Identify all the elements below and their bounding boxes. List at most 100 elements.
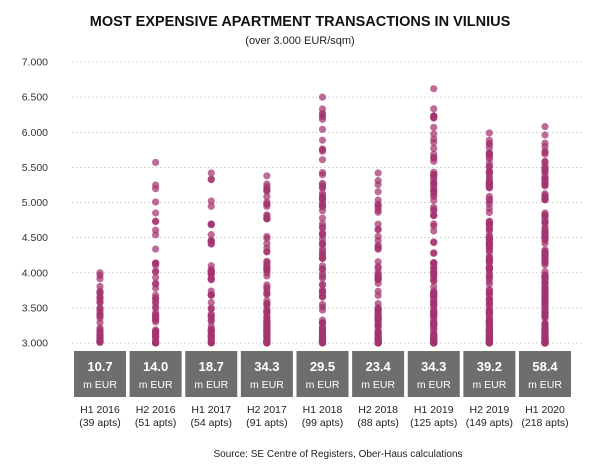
- x-tick-label: H2 2016: [136, 404, 176, 416]
- data-point: [263, 180, 271, 188]
- data-point: [430, 85, 438, 93]
- data-point: [430, 138, 438, 147]
- data-point: [541, 319, 549, 328]
- chart-title: MOST EXPENSIVE APARTMENT TRANSACTIONS IN…: [90, 14, 511, 30]
- data-point: [207, 202, 215, 210]
- data-point: [485, 168, 493, 176]
- data-point: [207, 175, 215, 183]
- x-tick-label: H1 2019: [414, 404, 454, 416]
- data-point: [96, 289, 104, 297]
- total-box: [74, 351, 126, 397]
- data-point: [430, 249, 438, 257]
- data-point: [541, 273, 549, 281]
- data-point: [374, 291, 382, 299]
- data-point: [318, 156, 327, 164]
- data-point: [96, 305, 104, 313]
- data-point: [318, 280, 327, 288]
- data-point: [263, 272, 271, 280]
- y-tick-label: 4.000: [22, 267, 48, 279]
- total-box: [185, 351, 238, 397]
- data-point: [541, 257, 549, 266]
- total-box: [519, 351, 571, 397]
- data-point: [541, 247, 549, 255]
- data-point: [96, 318, 104, 327]
- total-value: 58.4: [532, 359, 558, 374]
- data-point: [263, 234, 271, 243]
- total-value: 10.7: [87, 359, 112, 374]
- data-point: [430, 203, 438, 211]
- data-point: [485, 298, 493, 306]
- total-unit: m EUR: [361, 379, 395, 391]
- data-point: [374, 322, 382, 330]
- apartment-count-label: (149 apts): [466, 417, 513, 429]
- data-point: [485, 308, 493, 316]
- data-point: [318, 179, 327, 188]
- data-point: [318, 125, 327, 133]
- data-point: [318, 223, 327, 231]
- data-point: [541, 180, 549, 188]
- apartment-count-label: (218 apts): [521, 417, 568, 429]
- data-point: [374, 338, 382, 346]
- data-point: [318, 195, 327, 203]
- data-point: [318, 240, 327, 248]
- data-point: [318, 336, 327, 344]
- data-point: [207, 240, 215, 248]
- data-point: [207, 333, 215, 342]
- apartment-count-label: (99 apts): [302, 417, 343, 429]
- y-tick-label: 7.000: [22, 57, 48, 69]
- data-point: [374, 264, 382, 273]
- data-point: [152, 209, 160, 217]
- data-point: [152, 297, 160, 306]
- data-point: [96, 275, 104, 283]
- total-unit: m EUR: [306, 379, 340, 391]
- data-point: [152, 158, 160, 167]
- data-point: [152, 309, 160, 317]
- data-point: [430, 287, 438, 295]
- data-point: [485, 149, 493, 157]
- data-point: [152, 268, 160, 276]
- data-point: [374, 243, 382, 251]
- total-unit: m EUR: [472, 379, 506, 391]
- data-point: [263, 300, 271, 308]
- y-tick-label: 5.500: [22, 162, 48, 174]
- data-point: [541, 291, 549, 299]
- data-point: [263, 320, 271, 328]
- data-point: [485, 331, 493, 340]
- data-point: [152, 198, 160, 206]
- data-point: [374, 299, 382, 308]
- x-tick-label: H1 2016: [80, 404, 120, 416]
- total-unit: m EUR: [194, 379, 228, 391]
- apartment-count-label: (125 apts): [410, 417, 457, 429]
- data-point: [430, 268, 438, 276]
- total-box: [240, 351, 293, 397]
- data-point: [263, 336, 271, 344]
- data-point: [318, 171, 327, 179]
- data-point: [318, 319, 327, 327]
- data-point: [207, 169, 215, 177]
- x-tick-label: H2 2017: [247, 404, 287, 416]
- data-point: [430, 320, 438, 328]
- apartment-count-label: (91 apts): [246, 417, 287, 429]
- data-point: [541, 209, 549, 217]
- data-point: [318, 326, 327, 335]
- data-point: [430, 227, 438, 235]
- data-point: [263, 198, 271, 206]
- data-point: [430, 123, 438, 131]
- data-point: [485, 159, 493, 168]
- data-point: [263, 212, 271, 220]
- x-tick-label: H1 2017: [191, 404, 231, 416]
- data-point: [374, 220, 382, 228]
- data-point: [430, 196, 438, 205]
- total-box: [296, 351, 349, 397]
- data-point: [152, 280, 160, 288]
- data-point: [318, 136, 327, 144]
- data-point: [318, 288, 327, 296]
- data-point: [318, 109, 327, 118]
- total-unit: m EUR: [83, 379, 117, 391]
- data-point: [374, 237, 382, 245]
- data-point: [318, 255, 327, 263]
- data-point: [485, 263, 493, 271]
- data-point: [541, 217, 549, 225]
- total-box: [129, 351, 182, 397]
- y-tick-label: 6.500: [22, 92, 48, 104]
